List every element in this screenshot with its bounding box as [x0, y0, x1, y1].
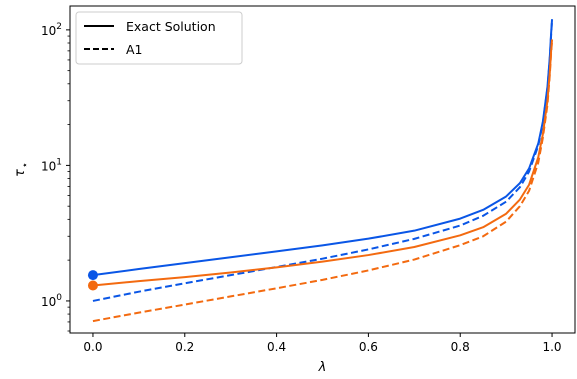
y-tick-label: 102 — [41, 22, 62, 38]
series-line-2 — [92, 39, 554, 287]
legend: Exact Solution A1 — [75, 11, 243, 65]
y-axis-label-group: τ⋆ — [13, 162, 31, 177]
x-axis-label: λ — [318, 360, 327, 375]
x-tick-label: 0.2 — [175, 340, 194, 354]
legend-label-a1: A1 — [126, 42, 143, 57]
y-axis-label: τ⋆ — [13, 162, 31, 177]
legend-label-exact: Exact Solution — [126, 19, 216, 34]
x-tick-label: 0.0 — [83, 340, 102, 354]
series-layer — [92, 19, 554, 323]
series-line-1 — [92, 20, 554, 302]
y-tick-label: 101 — [41, 157, 62, 173]
series-start-marker-0 — [87, 270, 98, 281]
y-ticks: 100 101 102 — [41, 22, 70, 332]
legend-box — [75, 11, 243, 65]
plot-frame — [69, 5, 576, 334]
x-tick-label: 1.0 — [542, 340, 561, 354]
series-start-marker-2 — [87, 280, 98, 291]
x-tick-label: 0.6 — [359, 340, 378, 354]
x-tick-label: 0.4 — [267, 340, 286, 354]
series-line-3 — [92, 40, 554, 323]
y-tick-label: 100 — [41, 293, 62, 309]
x-tick-label: 0.8 — [451, 340, 470, 354]
y-axis-label-main: τ — [13, 169, 28, 177]
x-ticks: 0.0 0.2 0.4 0.6 0.8 1.0 — [83, 333, 562, 354]
y-axis-label-subscript: ⋆ — [20, 162, 31, 168]
